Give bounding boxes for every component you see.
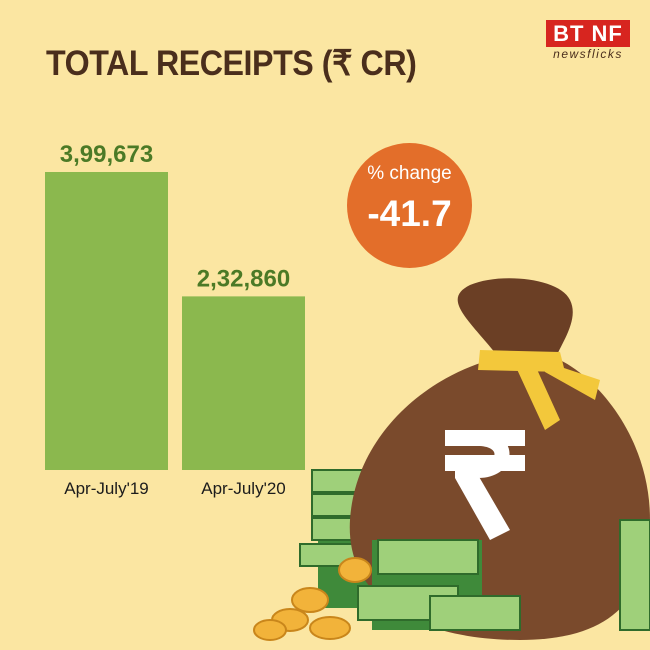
- bar-2: [182, 296, 305, 470]
- banknote-front-icon: [357, 539, 521, 631]
- percent-change-badge: % change -41.7: [347, 143, 472, 268]
- bt-newsflicks-logo: BT NF newsflicks: [546, 20, 630, 64]
- category-label: Apr-July'20: [201, 479, 286, 498]
- bar-1: [45, 172, 168, 470]
- badge-label: % change: [367, 163, 452, 184]
- bar-value-label: 2,32,860: [197, 265, 290, 292]
- category-label: Apr-July'19: [64, 479, 149, 498]
- coins-icon: [253, 557, 372, 641]
- bar-value-label: 3,99,673: [60, 141, 153, 168]
- logo-subtext: newsflicks: [553, 47, 623, 61]
- logo-mark: BT NF: [546, 20, 630, 47]
- badge-value: -41.7: [367, 193, 452, 234]
- chart-title: TOTAL RECEIPTS (₹ CR): [46, 44, 417, 83]
